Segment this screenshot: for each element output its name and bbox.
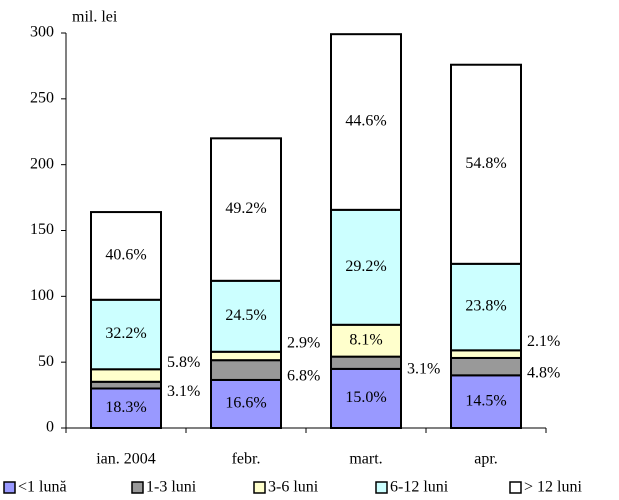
legend-swatch xyxy=(131,481,144,494)
bar-segment xyxy=(450,374,522,430)
data-label: 49.2% xyxy=(225,200,266,217)
bar-segment xyxy=(90,298,162,371)
data-label: 16.6% xyxy=(225,395,266,412)
bar-segment xyxy=(330,208,402,326)
y-tick-label: 250 xyxy=(30,90,54,107)
legend-label: <1 lună xyxy=(18,479,67,496)
data-label: 40.6% xyxy=(105,247,146,264)
data-label: 14.5% xyxy=(465,392,506,409)
data-label: 4.8% xyxy=(527,364,560,381)
y-axis-label: mil. lei xyxy=(72,9,118,26)
bar-segment xyxy=(90,380,162,390)
data-label: 24.5% xyxy=(225,307,266,324)
bar-segment xyxy=(450,262,522,352)
legend-label: 3-6 luni xyxy=(268,479,319,496)
data-label: 18.3% xyxy=(105,399,146,416)
y-tick-label: 200 xyxy=(30,155,54,172)
y-tick-label: 100 xyxy=(30,287,54,304)
bar-segment xyxy=(90,387,162,429)
data-label: 8.1% xyxy=(349,331,382,348)
y-tick-label: 0 xyxy=(46,419,54,436)
y-tick-label: 300 xyxy=(30,24,54,41)
bar-segment xyxy=(90,211,162,301)
legend-swatch xyxy=(253,481,266,494)
y-tick-label: 150 xyxy=(30,221,54,238)
bar-segment xyxy=(450,349,522,359)
bar-segment xyxy=(210,137,282,282)
data-label: 3.1% xyxy=(407,360,440,377)
data-label: 29.2% xyxy=(345,258,386,275)
data-label: 6.8% xyxy=(287,368,320,385)
data-label: 2.1% xyxy=(527,333,560,350)
bar-segment xyxy=(90,368,162,383)
bar-segment xyxy=(210,279,282,353)
x-tick-label: mart. xyxy=(349,451,382,468)
data-label: 23.8% xyxy=(465,298,506,315)
data-label: 15.0% xyxy=(345,389,386,406)
bar-segment xyxy=(330,323,402,358)
legend-swatch xyxy=(509,481,522,494)
x-tick-label: febr. xyxy=(232,451,261,468)
y-tick-label: 50 xyxy=(38,353,54,370)
bar-segment xyxy=(210,350,282,362)
data-label: 54.8% xyxy=(465,155,506,172)
data-label: 3.1% xyxy=(167,383,200,400)
data-label: 2.9% xyxy=(287,335,320,352)
data-label: 44.6% xyxy=(345,113,386,130)
bar-segment xyxy=(450,356,522,377)
bar-segment xyxy=(450,63,522,265)
data-label: 32.2% xyxy=(105,325,146,342)
bar-segment xyxy=(210,359,282,381)
x-tick-label: apr. xyxy=(474,451,498,468)
bar-segment xyxy=(330,355,402,370)
legend-swatch xyxy=(3,481,16,494)
legend-swatch xyxy=(375,481,388,494)
x-tick-label: ian. 2004 xyxy=(96,451,156,468)
legend-label: > 12 luni xyxy=(524,479,582,496)
legend-label: 6-12 luni xyxy=(390,479,449,496)
legend-label: 1-3 luni xyxy=(146,479,197,496)
bar-segment xyxy=(330,33,402,211)
data-label: 5.8% xyxy=(167,354,200,371)
